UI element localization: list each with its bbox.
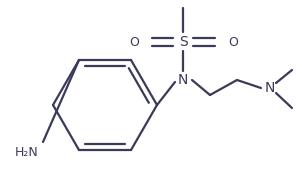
Text: O: O <box>129 35 139 49</box>
Text: N: N <box>178 73 188 87</box>
Text: H₂N: H₂N <box>15 145 39 159</box>
Text: S: S <box>178 35 187 49</box>
Text: O: O <box>228 35 238 49</box>
Text: N: N <box>265 81 275 95</box>
